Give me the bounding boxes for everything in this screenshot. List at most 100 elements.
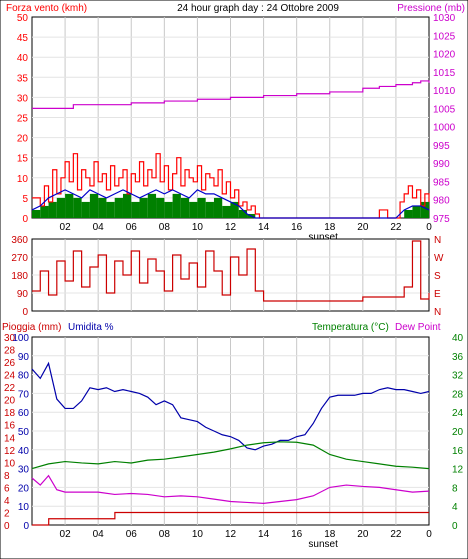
humidity-y-tick-label: 50 [18, 427, 30, 438]
rain-y-tick-label: 8 [4, 471, 10, 482]
x-tick-label: 08 [159, 529, 171, 540]
x-tick-label: 12 [225, 529, 237, 540]
x-tick-label: 12 [225, 222, 237, 233]
humidity-y-tick-label: 30 [18, 465, 30, 476]
pressure-line [32, 80, 430, 109]
gust-bar [131, 201, 140, 218]
wind-direction-line [32, 240, 430, 302]
rain-y-tick-label: 2 [4, 508, 10, 519]
direction-y-tick-label: 0 [22, 307, 28, 318]
pressure-y-tick-label: 985 [433, 177, 450, 188]
pressure-y-tick-label: 1005 [433, 104, 456, 115]
x-tick-label: 20 [357, 529, 369, 540]
x-tick-label: 18 [324, 529, 336, 540]
temperature-y-tick-label: 20 [452, 427, 464, 438]
gust-bar [106, 201, 115, 218]
rain-y-tick-label: 18 [4, 408, 16, 419]
pressure-y-tick-label: 1020 [433, 50, 456, 61]
x-tick-label: 04 [93, 222, 105, 233]
x-tick-label: 22 [390, 529, 402, 540]
wind-y-tick-label: 15 [17, 154, 29, 165]
x-tick-label: 14 [258, 222, 270, 233]
pressure-y-tick-label: 975 [433, 214, 450, 225]
direction-y-tick-label: 180 [11, 271, 28, 282]
humidity-y-tick-label: 0 [23, 521, 29, 532]
gust-bar [122, 193, 132, 218]
x-tick-label: 16 [291, 222, 303, 233]
dewpoint-axis-title: Dew Point [395, 322, 441, 333]
rain-y-tick-label: 22 [4, 383, 16, 394]
rain-y-tick-label: 14 [4, 433, 16, 444]
x-tick-label: 08 [159, 222, 171, 233]
gust-bar [164, 201, 173, 218]
x-tick-label: 02 [60, 529, 72, 540]
pressure-axis-title: Pressione (mb) [397, 3, 465, 14]
compass-tick-label: N [434, 235, 441, 246]
temperature-y-tick-label: 8 [452, 483, 458, 494]
x-tick-label: 22 [390, 222, 402, 233]
rain-y-tick-label: 4 [4, 496, 10, 507]
gust-bar [114, 197, 123, 218]
x-tick-label: 16 [291, 529, 303, 540]
temperature-y-tick-label: 12 [452, 465, 464, 476]
direction-y-tick-label: 270 [11, 253, 28, 264]
gust-bar [98, 197, 107, 218]
gust-bar [420, 201, 429, 218]
wind-y-tick-label: 25 [17, 114, 29, 125]
rain-y-tick-label: 24 [4, 371, 16, 382]
humidity-line [31, 361, 430, 451]
direction-y-tick-label: 90 [17, 289, 29, 300]
humidity-y-tick-label: 40 [18, 446, 30, 457]
wind-pressure-panel: 0510152025303540455097598098599099510001… [17, 13, 456, 243]
sunset-label: sunset [308, 232, 338, 243]
humidity-y-tick-label: 70 [18, 389, 30, 400]
x-tick-label: 06 [126, 222, 138, 233]
dewpoint-line [31, 474, 430, 504]
temperature-y-tick-label: 40 [452, 333, 464, 344]
gust-bar [156, 197, 165, 218]
wind-y-tick-label: 40 [17, 53, 29, 64]
wind-y-tick-label: 50 [17, 13, 29, 24]
compass-tick-label: E [434, 289, 441, 300]
x-tick-label: 20 [357, 222, 369, 233]
wind-y-tick-label: 30 [17, 93, 29, 104]
humidity-y-tick-label: 100 [12, 333, 29, 344]
wind-average-line [31, 189, 430, 219]
rain-y-tick-label: 28 [4, 346, 16, 357]
gust-bar [197, 197, 206, 218]
pressure-y-tick-label: 1015 [433, 68, 456, 79]
x-tick-label: 04 [93, 529, 105, 540]
gust-bar [238, 209, 248, 218]
gust-bar [81, 201, 90, 218]
humidity-y-tick-label: 90 [18, 352, 30, 363]
gust-bar [89, 193, 99, 218]
pressure-y-tick-label: 990 [433, 159, 450, 170]
gust-bar [48, 201, 57, 218]
wind-y-tick-label: 35 [17, 73, 29, 84]
wind-y-tick-label: 5 [22, 194, 28, 205]
rain-y-tick-label: 10 [4, 458, 16, 469]
temperature-y-tick-label: 16 [452, 446, 464, 457]
temperature-axis-title: Temperatura (°C) [312, 322, 389, 333]
temperature-y-tick-label: 28 [452, 389, 464, 400]
x-tick-label: 02 [60, 222, 72, 233]
pressure-y-tick-label: 1000 [433, 123, 456, 134]
humidity-axis-title: Umidita % [68, 322, 114, 333]
gust-bar [213, 197, 223, 218]
pressure-y-tick-label: 1025 [433, 31, 456, 42]
pressure-y-tick-label: 1030 [433, 13, 456, 24]
direction-y-tick-label: 360 [11, 235, 28, 246]
rain-line [32, 511, 429, 526]
temperature-line [31, 441, 430, 470]
gust-bar [65, 193, 74, 218]
wind-y-tick-label: 0 [22, 214, 28, 225]
temperature-y-tick-label: 24 [452, 408, 464, 419]
rain-y-tick-label: 6 [4, 483, 10, 494]
temperature-y-tick-label: 32 [452, 371, 464, 382]
wind-y-tick-label: 10 [17, 174, 29, 185]
humidity-y-tick-label: 20 [18, 483, 30, 494]
gust-bar [205, 201, 214, 218]
rain-y-tick-label: 0 [4, 521, 10, 532]
